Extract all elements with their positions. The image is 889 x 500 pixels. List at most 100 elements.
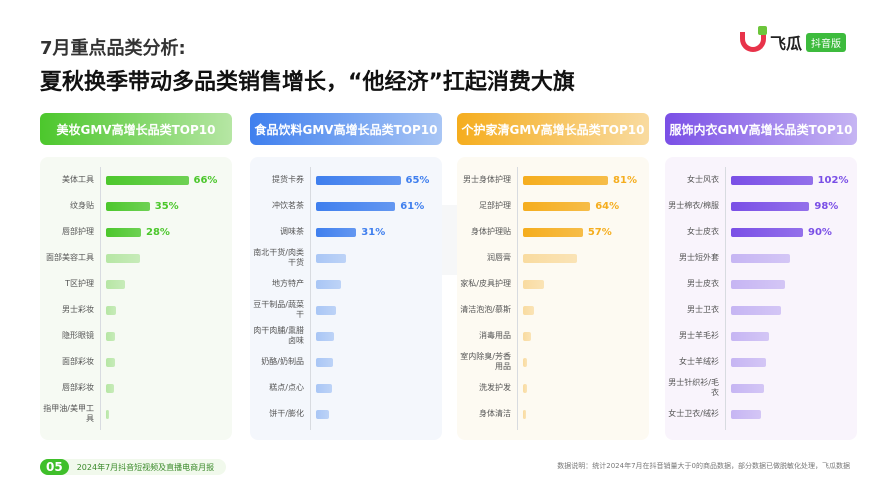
value-label: 66% [193,174,218,186]
bar [731,305,781,315]
category-label: 面部彩妆 [62,357,94,366]
bar-row: 女士羊绒衫 [665,349,857,375]
category-label: 地方特产 [272,279,304,288]
panel-title: 个护家清GMV高增长品类TOP10 [457,113,649,145]
bar-row: 面部彩妆 [40,349,232,375]
bar [106,357,115,367]
category-label: 面部美容工具 [46,253,94,262]
category-label: 隐形眼镜 [62,331,94,340]
logo-icon [740,26,767,52]
bar-row: 豆干制品/蔬菜干 [250,297,442,323]
bar [523,357,528,367]
logo-badge: 抖音版 [806,32,847,52]
bar-chart: 美体工具 66% 纹身贴 35% 唇部护理 28% 面部美容工具 T区护理 男士彩妆 隐形眼镜 面部… [40,157,232,440]
bar-row: 清洁泡泡/慕斯 [457,297,649,323]
bar-chart: 提货卡券 65% 冲饮茗茶 61% 调味茶 31% 南北干货/肉类干货 地方特产 豆干制品/蔬菜… [250,157,442,440]
bar-row: 南北干货/肉类干货 [250,245,442,271]
bar [523,227,583,237]
bar [316,409,329,419]
category-label: 调味茶 [280,227,304,236]
bar [316,201,396,211]
bar [106,201,150,211]
category-label: 男士身体护理 [463,175,511,184]
bar-row: 消毒用品 [457,323,649,349]
bar [731,383,764,393]
bar-row: 男士皮衣 [665,271,857,297]
bar-row: 男士针织衫/毛衣 [665,375,857,401]
bar [316,383,332,393]
panel-title: 美妆GMV高增长品类TOP10 [40,113,232,145]
bar [316,357,333,367]
bar-row: 糕点/点心 [250,375,442,401]
category-label: 足部护理 [479,201,511,210]
bar-row: 女士皮衣 90% [665,219,857,245]
logo-name: 飞瓜 [770,34,803,53]
category-label: 唇部护理 [62,227,94,236]
category-label: 奶酪/奶制品 [261,357,304,366]
bar-row: 男士彩妆 [40,297,232,323]
category-label: 女士风衣 [687,175,719,184]
bar [731,227,803,237]
category-label: 女士皮衣 [687,227,719,236]
bar-row: 地方特产 [250,271,442,297]
category-label: 男士短外套 [679,253,719,262]
bar [731,201,810,211]
bar [523,331,532,341]
value-label: 35% [154,200,179,212]
category-label: 豆干制品/蔬菜干 [253,300,304,319]
section-kicker: 7月重点品类分析: [40,38,186,59]
category-label: 美体工具 [62,175,94,184]
category-label: 女士卫衣/绒衫 [668,409,719,418]
value-label: 65% [405,174,430,186]
bar-row: 纹身贴 35% [40,193,232,219]
bar-chart: 女士风衣 102% 男士棉衣/棉服 98% 女士皮衣 90% 男士短外套男士皮衣男士卫衣男士… [665,157,857,440]
category-panel: 服饰内衣GMV高增长品类TOP10 女士风衣 102% 男士棉衣/棉服 98% 女士皮衣 9… [665,113,857,440]
bar-row: 饼干/膨化 [250,401,442,427]
category-label: 家私/皮具护理 [460,279,511,288]
bar-row: 唇部彩妆 [40,375,232,401]
bar [316,175,401,185]
value-label: 57% [587,226,612,238]
category-label: 男士皮衣 [687,279,719,288]
bar-row: 指甲油/美甲工具 [40,401,232,427]
bar [106,253,140,263]
data-note: 数据说明：统计2024年7月在抖音销量大于0的商品数据，部分数据已做脱敏化处理，… [557,462,850,470]
bar [523,409,527,419]
bar-row: 男士棉衣/棉服 98% [665,193,857,219]
category-label: 身体护理贴 [471,227,511,236]
bar-row: 室内除臭/芳香用品 [457,349,649,375]
bar-row: 女士风衣 102% [665,167,857,193]
bar-row: 足部护理 64% [457,193,649,219]
bar [523,279,544,289]
bar-row: 身体清洁 [457,401,649,427]
category-label: 润唇膏 [487,253,511,262]
bar-row: 家私/皮具护理 [457,271,649,297]
bar-row: 肉干肉脯/熏腊卤味 [250,323,442,349]
bar [316,279,341,289]
bar-row: 男士身体护理 81% [457,167,649,193]
value-label: 90% [808,226,832,238]
bar [523,175,609,185]
panel-title: 食品饮料GMV高增长品类TOP10 [250,113,442,145]
chart-axis [310,167,311,430]
category-panel: 美妆GMV高增长品类TOP10 美体工具 66% 纹身贴 35% 唇部护理 28% 面部美容工… [40,113,232,440]
bar-row: 男士羊毛衫 [665,323,857,349]
bar-row: 身体护理贴 57% [457,219,649,245]
bar [731,409,762,419]
category-label: 消毒用品 [479,331,511,340]
bar [316,305,336,315]
bar-row: 洗发护发 [457,375,649,401]
bar-row: 调味茶 31% [250,219,442,245]
bar [316,227,357,237]
bar [731,279,785,289]
bar-row: 男士卫衣 [665,297,857,323]
category-label: 身体清洁 [479,409,511,418]
category-label: 男士针织衫/毛衣 [668,378,719,397]
category-label: 男士卫衣 [687,305,719,314]
category-panel: 食品饮料GMV高增长品类TOP10 提货卡券 65% 冲饮茗茶 61% 调味茶 31% 南北干… [250,113,442,440]
category-label: 肉干肉脯/熏腊卤味 [253,326,304,345]
category-label: 南北干货/肉类干货 [253,248,304,267]
category-label: 提货卡券 [272,175,304,184]
category-label: 指甲油/美甲工具 [43,404,94,423]
category-label: T区护理 [65,279,94,288]
